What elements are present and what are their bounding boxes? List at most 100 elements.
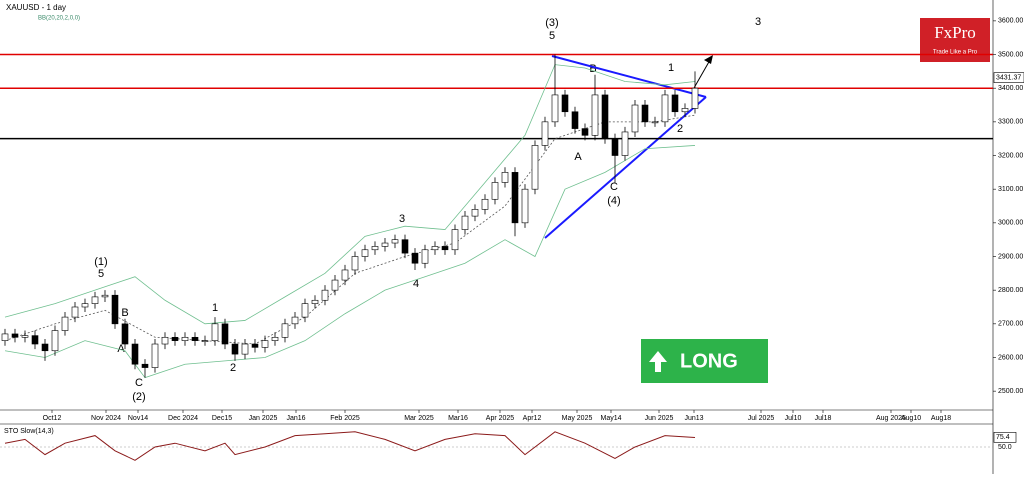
candle-body <box>131 343 139 365</box>
y-tick-label: 2900.00 <box>998 253 1023 260</box>
y-tick-label: 3500.00 <box>998 51 1023 58</box>
x-tick-label: Mar 2025 <box>404 415 434 422</box>
candle-body <box>441 246 449 251</box>
x-tick-label: Jul 2025 <box>748 415 775 422</box>
y-tick-label: 3100.00 <box>998 186 1023 193</box>
candle-body <box>351 256 359 271</box>
candle-body <box>81 303 89 308</box>
y-tick-label: 3400.00 <box>998 85 1023 92</box>
trendline <box>544 96 707 239</box>
candle-body <box>611 138 619 156</box>
y-tick-label: 3000.00 <box>998 220 1023 227</box>
wave-label: (1) <box>94 256 107 268</box>
last-price-box <box>993 72 1024 83</box>
candle-body <box>61 316 69 331</box>
y-tick-label: 3600.00 <box>998 18 1023 25</box>
x-tick-label: Jun13 <box>684 415 703 422</box>
candle-body <box>21 335 29 338</box>
last-price-label: 3431.37 <box>996 74 1021 81</box>
candle-body <box>601 94 609 139</box>
wave-label: C <box>610 181 618 193</box>
signal-text: LONG <box>680 350 738 372</box>
candle-body <box>11 333 19 338</box>
x-tick-label: May14 <box>600 415 621 422</box>
candle-body <box>191 336 199 341</box>
arrow <box>693 59 711 89</box>
candle-body <box>91 296 99 304</box>
x-tick-label: Aug 2025 <box>876 415 906 422</box>
indicator-title: STO Slow(14,3) <box>4 428 54 435</box>
wave-label: A <box>574 151 582 163</box>
candle-body <box>151 343 159 368</box>
y-tick-label: 2600.00 <box>998 354 1023 361</box>
candle-body <box>221 323 229 345</box>
candle-body <box>541 121 549 146</box>
wave-label: 3 <box>399 213 405 225</box>
x-tick-label: Jan 2025 <box>249 415 278 422</box>
x-tick-label: Jul18 <box>815 415 832 422</box>
wave-label: C <box>135 377 143 389</box>
candle-body <box>101 294 109 298</box>
x-tick-label: Nov14 <box>128 415 148 422</box>
wave-label: 4 <box>413 278 419 290</box>
trendline <box>551 55 707 98</box>
candle-body <box>341 269 349 281</box>
candle-body <box>501 172 509 183</box>
candle-body <box>1 333 9 341</box>
x-tick-label: Aug10 <box>901 415 921 422</box>
candle-body <box>201 340 209 342</box>
signal-arrow <box>649 351 667 372</box>
y-tick-label: 2800.00 <box>998 287 1023 294</box>
candle-body <box>371 246 379 251</box>
logo-brand: FxPro <box>934 23 976 42</box>
candle-body <box>311 299 319 304</box>
chart-title: XAUUSD - 1 day <box>6 3 66 12</box>
candle-body <box>111 294 119 325</box>
candle-body <box>471 209 479 217</box>
candle-body <box>261 340 269 348</box>
wave-label: 3 <box>755 16 761 28</box>
candle-body <box>211 323 219 341</box>
candle-body <box>251 343 259 348</box>
candle-body <box>41 343 49 352</box>
candle-body <box>531 145 539 190</box>
candle-body <box>631 104 639 133</box>
y-tick-label: 2500.00 <box>998 388 1023 395</box>
y-tick-label: 50.0 <box>998 444 1012 451</box>
candle-body <box>671 94 679 113</box>
x-tick-label: Dec15 <box>212 415 232 422</box>
candle-body <box>51 330 59 352</box>
candle-body <box>171 336 179 341</box>
candle-body <box>141 363 149 368</box>
wave-label: 2 <box>230 362 236 374</box>
y-tick-label: 2700.00 <box>998 321 1023 328</box>
x-tick-label: Apr12 <box>523 415 542 422</box>
candle-body <box>651 121 659 124</box>
candle-body <box>291 316 299 325</box>
x-tick-label: Mar16 <box>448 415 468 422</box>
candle-body <box>561 94 569 113</box>
bollinger-band <box>4 64 696 325</box>
x-tick-label: Jan16 <box>286 415 305 422</box>
candle-body <box>121 323 129 345</box>
wave-label: A <box>117 343 125 355</box>
candle-body <box>241 343 249 355</box>
candle-body <box>71 306 79 318</box>
logo-tagline: Trade Like a Pro <box>933 50 978 56</box>
candle-body <box>551 94 559 123</box>
y-tick-label: 3200.00 <box>998 152 1023 159</box>
indicator-label: BB(20,20,2,0,0) <box>38 16 80 22</box>
candle-body <box>451 229 459 251</box>
x-tick-label: Feb 2025 <box>330 415 360 422</box>
candle-body <box>301 303 309 318</box>
candle-body <box>381 242 389 247</box>
candle-body <box>271 336 279 341</box>
candle-body <box>361 249 369 257</box>
wave-label: (3) <box>545 17 558 29</box>
wave-label: (4) <box>607 195 620 207</box>
x-tick-label: Dec 2024 <box>168 415 198 422</box>
x-tick-label: Jun 2025 <box>645 415 674 422</box>
arrow-head <box>704 55 713 64</box>
